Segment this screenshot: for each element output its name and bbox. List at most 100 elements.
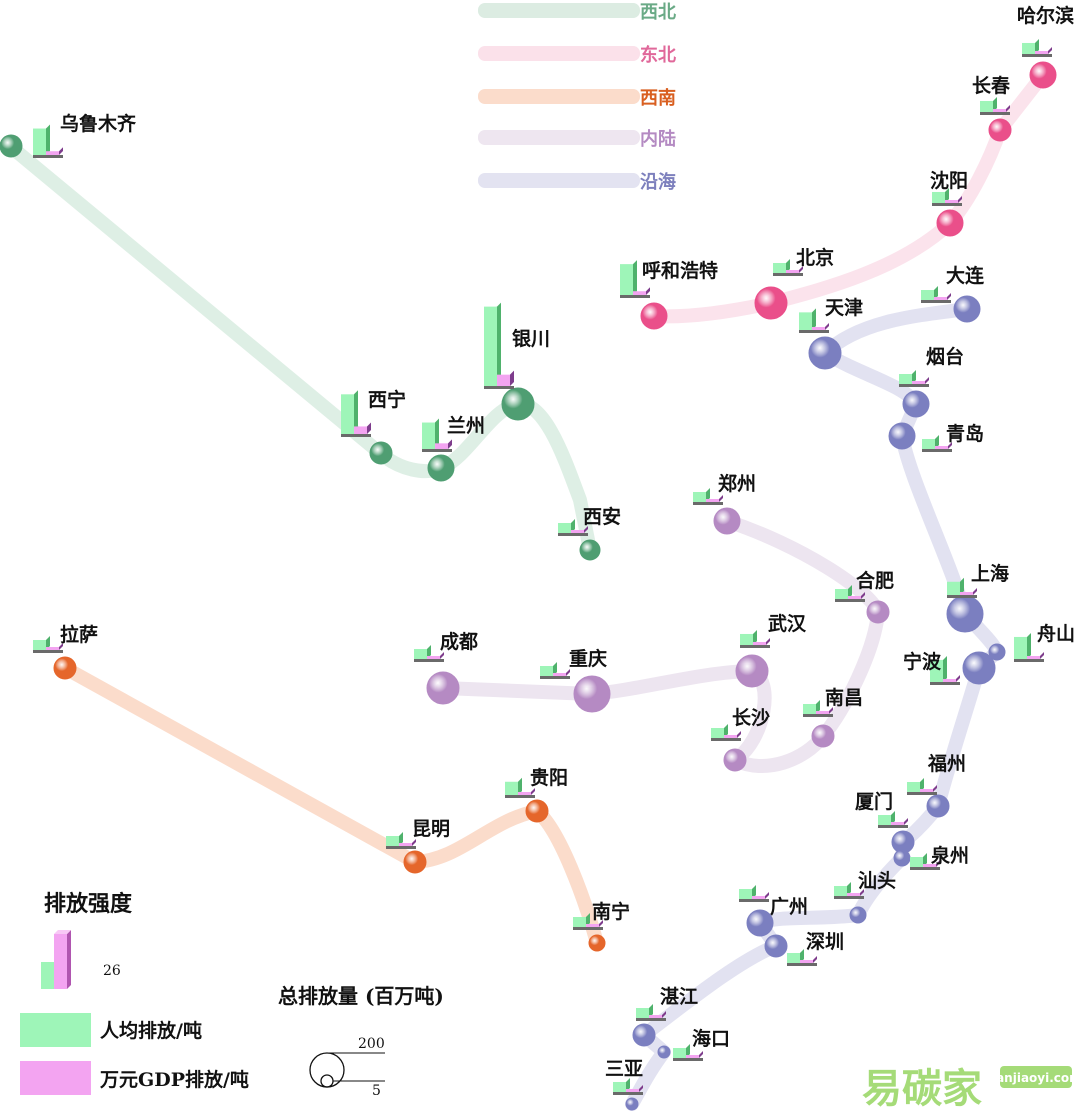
city-label: 汕头 [858, 870, 896, 892]
city-bubble [988, 643, 1006, 661]
per-capita-bar [922, 439, 935, 449]
city-bubble [525, 799, 549, 823]
per-gdp-bar [891, 822, 904, 825]
per-gdp-bar [435, 443, 448, 449]
city-label: 福州 [927, 752, 966, 775]
per-gdp-bar [354, 426, 367, 434]
legend-label-coastal: 沿海 [640, 171, 676, 193]
per-capita-bar [620, 264, 633, 295]
intensity-bar-pair [414, 645, 444, 662]
per-gdp-bar [586, 924, 599, 927]
per-gdp-bar [46, 151, 59, 155]
city-bubble [926, 794, 950, 818]
city-label: 泉州 [930, 844, 969, 867]
watermark: 易碳家 tanjiaoyi.com [862, 1066, 1080, 1112]
legend-swatch-northeast [478, 46, 640, 61]
per-gdp-bar [399, 843, 412, 846]
city-bubble [588, 934, 606, 952]
city-label: 哈尔滨 [1017, 4, 1074, 27]
per-capita-bar [799, 312, 812, 330]
city-label: 大连 [946, 264, 985, 287]
per-gdp-bar [786, 270, 799, 273]
per-gdp-bar [46, 647, 59, 650]
intensity-bar-pair [834, 882, 864, 899]
per-capita-bar [740, 633, 753, 645]
per-capita-bar [803, 704, 816, 714]
per-capita-bar [835, 589, 848, 599]
city-bubble [962, 651, 996, 685]
city-bubble [501, 387, 535, 421]
per-capita-bar [980, 100, 993, 112]
intensity-bar-pair [907, 778, 937, 795]
city-bubble [0, 134, 23, 158]
intensity-bar-pair [773, 259, 803, 276]
intensity-bar-pair [739, 885, 769, 902]
per-capita-bar [693, 492, 706, 502]
intensity-bar-pair [878, 811, 908, 828]
city-bubble [573, 675, 611, 713]
legend-swatch-coastal [478, 173, 640, 188]
per-gdp-bar [993, 109, 1006, 112]
intensity-bar-pair [947, 577, 977, 598]
intensity-bar-pair [711, 724, 741, 741]
per-gdp-bar [1035, 51, 1048, 54]
city-label: 长春 [972, 74, 1010, 97]
per-gdp-bar [497, 374, 510, 386]
legend-sample-per-capita-bar [41, 962, 54, 989]
intensity-bar-pair [980, 96, 1010, 115]
intensity-bar-pair [910, 853, 940, 870]
city-bubble [427, 454, 455, 482]
city-bubble [625, 1097, 639, 1111]
per-capita-bar [834, 886, 847, 896]
per-capita-bar [921, 290, 934, 300]
watermark-url: tanjiaoyi.com [990, 1071, 1080, 1085]
intensity-bar-pair [922, 435, 952, 452]
total-legend-large-circle [309, 1052, 345, 1088]
per-capita-bar [341, 394, 354, 434]
intensity-bar-pair [422, 418, 452, 452]
per-capita-bar [773, 263, 786, 273]
city-bubble [723, 748, 747, 772]
per-capita-bar [505, 781, 518, 795]
city-bubble [754, 286, 788, 320]
per-gdp-bar [934, 297, 947, 300]
legend-swatch-inland [478, 130, 640, 145]
total-emission-legend: 总排放量 (百万吨) 200 5 [278, 984, 444, 1099]
per-gdp-bar [935, 446, 948, 449]
route-northeast [647, 68, 1050, 324]
per-capita-bar [636, 1008, 649, 1018]
intensity-bar-pair [1014, 632, 1044, 662]
intensity-bar-pair [899, 370, 929, 387]
per-capita-bar [1022, 42, 1035, 54]
intensity-legend-title: 排放强度 [44, 891, 133, 917]
per-capita-bar [33, 128, 46, 155]
per-capita-bar [930, 659, 943, 682]
total-legend-small-circle [320, 1074, 334, 1088]
per-capita-bar [613, 1082, 626, 1092]
per-gdp-label: 万元GDP排放/吨 [99, 1068, 249, 1091]
intensity-bar-pair [341, 390, 371, 437]
city-label: 青岛 [946, 422, 984, 445]
per-gdp-bar [847, 893, 860, 896]
city-bubble [713, 507, 741, 535]
city-label: 宁波 [903, 650, 942, 673]
legend-label-southwest: 西南 [640, 87, 676, 109]
per-capita-bar [673, 1048, 686, 1058]
city-bubble [811, 724, 835, 748]
city-bubble [640, 302, 668, 330]
intensity-legend-ref-value: 26 [103, 963, 121, 979]
intensity-bar-pair [613, 1078, 643, 1095]
legend-label-northeast: 东北 [640, 44, 676, 66]
per-capita-bar [739, 889, 752, 899]
city-bubble [657, 1045, 671, 1059]
legend-label-inland: 内陆 [640, 128, 676, 150]
per-capita-bar [899, 374, 912, 384]
intensity-bar-pair [558, 519, 588, 536]
intensity-bar-pair [932, 187, 962, 206]
per-gdp-bar [812, 327, 825, 330]
city-label: 沈阳 [930, 169, 968, 192]
intensity-bar-pair [835, 585, 865, 602]
city-bubble [902, 390, 930, 418]
intensity-bar-pair [505, 777, 535, 798]
